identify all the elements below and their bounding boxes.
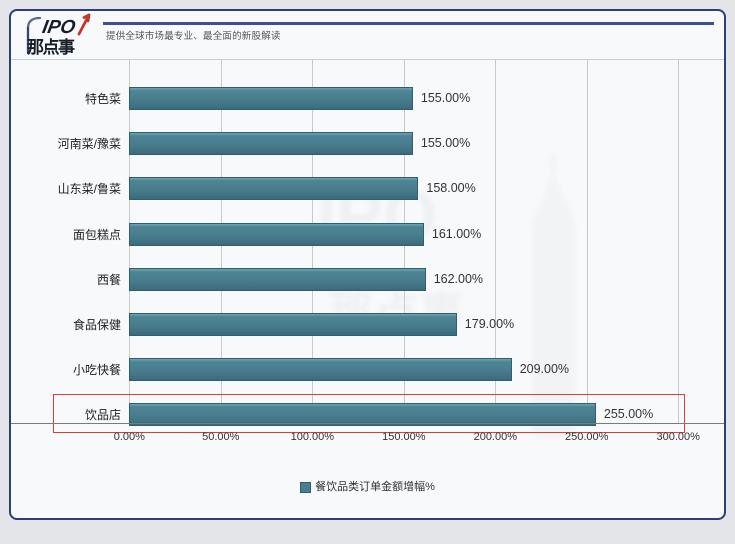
svg-text:IPO: IPO [41, 17, 77, 38]
svg-text:那点事: 那点事 [27, 37, 75, 57]
